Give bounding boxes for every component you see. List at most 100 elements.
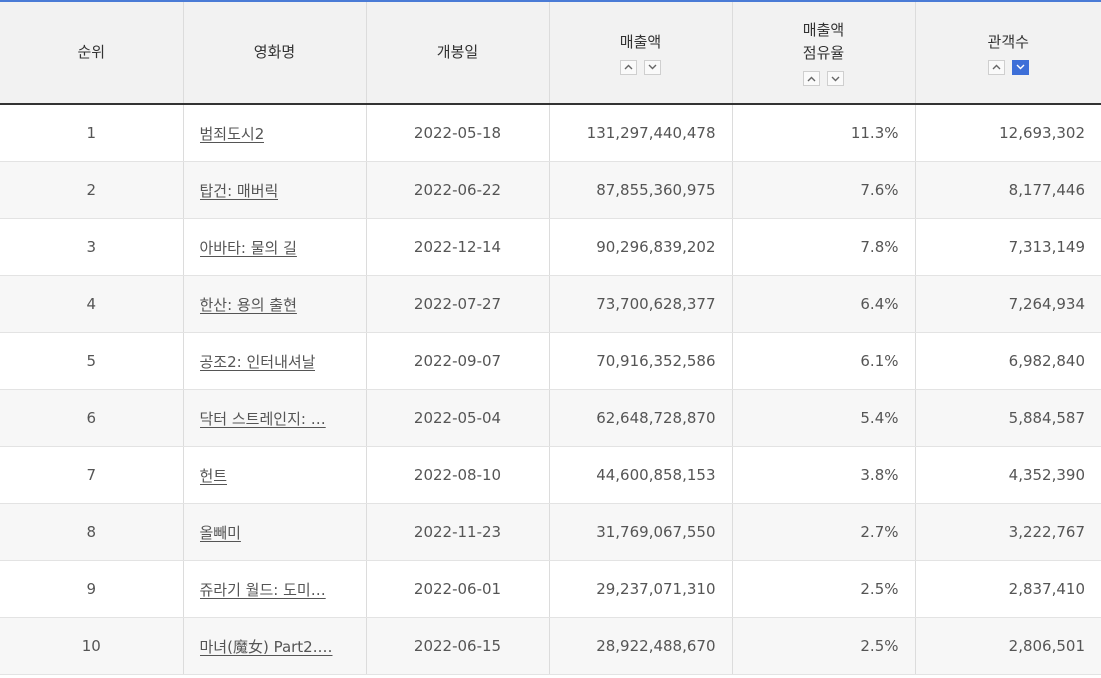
share-cell: 6.1% [732, 332, 916, 390]
header-audience: 관객수 [915, 2, 1101, 105]
movie-title-link[interactable]: 쥬라기 월드: 도미… [199, 580, 326, 599]
movie-title-link[interactable]: 올빼미 [199, 523, 241, 542]
table-row: 9 쥬라기 월드: 도미… 2022-06-01 29,237,071,310 2.5%… [0, 560, 1101, 618]
table-header: 순위 영화명 개봉일 매출액 매출액 점유율 [0, 2, 1101, 105]
table-row: 2 탑건: 매버릭 2022-06-22 87,855,360,975 7.6% 8,17… [0, 161, 1101, 219]
share-cell: 6.4% [732, 275, 916, 333]
chevron-up-icon [992, 64, 1001, 70]
sales-sort-controls [550, 59, 732, 75]
header-share-label-line1: 매출액 [802, 21, 845, 39]
title-cell: 탑건: 매버릭 [183, 161, 367, 219]
release-date-cell: 2022-08-10 [366, 446, 550, 504]
release-date-cell: 2022-05-04 [366, 389, 550, 447]
release-date-cell: 2022-07-27 [366, 275, 550, 333]
header-share-label-line2: 점유율 [802, 44, 845, 62]
rank-cell: 7 [0, 446, 184, 504]
movie-title-link[interactable]: 닥터 스트레인지: … [199, 409, 326, 428]
rank-cell: 1 [0, 104, 184, 162]
audience-cell: 2,837,410 [915, 560, 1101, 618]
sales-cell: 28,922,488,670 [549, 617, 733, 675]
audience-sort-desc-button[interactable] [1011, 59, 1029, 75]
title-cell: 닥터 스트레인지: … [183, 389, 367, 447]
title-cell: 헌트 [183, 446, 367, 504]
table-row: 6 닥터 스트레인지: … 2022-05-04 62,648,728,870 5.4%… [0, 389, 1101, 447]
header-release: 개봉일 [366, 2, 550, 105]
release-date-cell: 2022-09-07 [366, 332, 550, 390]
share-cell: 2.7% [732, 503, 916, 561]
audience-cell: 2,806,501 [915, 617, 1101, 675]
header-sales: 매출액 [549, 2, 733, 105]
movie-title-link[interactable]: 탑건: 매버릭 [199, 181, 279, 200]
table-row: 4 한산: 용의 출현 2022-07-27 73,700,628,377 6.4% 7,… [0, 275, 1101, 333]
title-cell: 쥬라기 월드: 도미… [183, 560, 367, 618]
header-rank: 순위 [0, 2, 184, 105]
header-share: 매출액 점유율 [732, 2, 916, 105]
table-top-accent-line [0, 0, 1101, 2]
movie-title-link[interactable]: 한산: 용의 출현 [199, 295, 297, 314]
sales-sort-desc-button[interactable] [644, 59, 661, 75]
title-cell: 한산: 용의 출현 [183, 275, 367, 333]
rank-cell: 3 [0, 218, 184, 276]
movie-title-link[interactable]: 공조2: 인터내셔날 [199, 352, 316, 371]
share-sort-asc-button[interactable] [803, 71, 820, 86]
movie-title-link[interactable]: 범죄도시2 [199, 124, 265, 143]
table-row: 3 아바타: 물의 길 2022-12-14 90,296,839,202 7.8% 7,… [0, 218, 1101, 276]
share-cell: 5.4% [732, 389, 916, 447]
share-cell: 3.8% [732, 446, 916, 504]
rank-cell: 9 [0, 560, 184, 618]
header-title-label: 영화명 [253, 43, 296, 61]
share-cell: 11.3% [732, 104, 916, 162]
audience-sort-controls [916, 59, 1101, 75]
header-audience-label: 관객수 [987, 32, 1029, 51]
audience-cell: 4,352,390 [915, 446, 1101, 504]
chevron-up-icon [624, 64, 633, 70]
header-sales-label: 매출액 [619, 32, 662, 51]
audience-cell: 12,693,302 [915, 104, 1101, 162]
release-date-cell: 2022-05-18 [366, 104, 550, 162]
sales-cell: 62,648,728,870 [549, 389, 733, 447]
audience-cell: 5,884,587 [915, 389, 1101, 447]
header-title: 영화명 [183, 2, 367, 105]
rank-cell: 8 [0, 503, 184, 561]
table-body: 1 범죄도시2 2022-05-18 131,297,440,478 11.3% 12,6… [0, 104, 1101, 675]
release-date-cell: 2022-11-23 [366, 503, 550, 561]
rank-cell: 6 [0, 389, 184, 447]
share-cell: 7.6% [732, 161, 916, 219]
sales-cell: 44,600,858,153 [549, 446, 733, 504]
title-cell: 아바타: 물의 길 [183, 218, 367, 276]
header-rank-label: 순위 [77, 43, 106, 61]
release-date-cell: 2022-12-14 [366, 218, 550, 276]
table-row: 8 올빼미 2022-11-23 31,769,067,550 2.7% 3,222,76… [0, 503, 1101, 561]
audience-sort-asc-button[interactable] [987, 59, 1005, 75]
chevron-down-icon [648, 64, 657, 70]
title-cell: 마녀(魔女) Part2.… [183, 617, 367, 675]
share-sort-controls [733, 71, 915, 86]
table-row: 7 헌트 2022-08-10 44,600,858,153 3.8% 4,352,390 [0, 446, 1101, 504]
audience-cell: 6,982,840 [915, 332, 1101, 390]
sales-sort-asc-button[interactable] [620, 59, 637, 75]
table-row: 5 공조2: 인터내셔날 2022-09-07 70,916,352,586 6.1% 6… [0, 332, 1101, 390]
audience-cell: 7,313,149 [915, 218, 1101, 276]
sales-cell: 90,296,839,202 [549, 218, 733, 276]
title-cell: 범죄도시2 [183, 104, 367, 162]
movie-title-link[interactable]: 헌트 [199, 466, 228, 485]
rank-cell: 2 [0, 161, 184, 219]
movie-title-link[interactable]: 아바타: 물의 길 [199, 238, 297, 257]
sales-cell: 29,237,071,310 [549, 560, 733, 618]
chevron-down-icon [831, 76, 840, 81]
audience-cell: 3,222,767 [915, 503, 1101, 561]
sales-cell: 131,297,440,478 [549, 104, 733, 162]
chevron-down-icon [1016, 64, 1025, 70]
audience-cell: 8,177,446 [915, 161, 1101, 219]
share-cell: 2.5% [732, 617, 916, 675]
release-date-cell: 2022-06-01 [366, 560, 550, 618]
rank-cell: 4 [0, 275, 184, 333]
sales-cell: 87,855,360,975 [549, 161, 733, 219]
movie-title-link[interactable]: 마녀(魔女) Part2.… [199, 637, 333, 656]
share-cell: 2.5% [732, 560, 916, 618]
share-sort-desc-button[interactable] [827, 71, 844, 86]
title-cell: 공조2: 인터내셔날 [183, 332, 367, 390]
chevron-up-icon [807, 76, 816, 81]
rank-cell: 5 [0, 332, 184, 390]
